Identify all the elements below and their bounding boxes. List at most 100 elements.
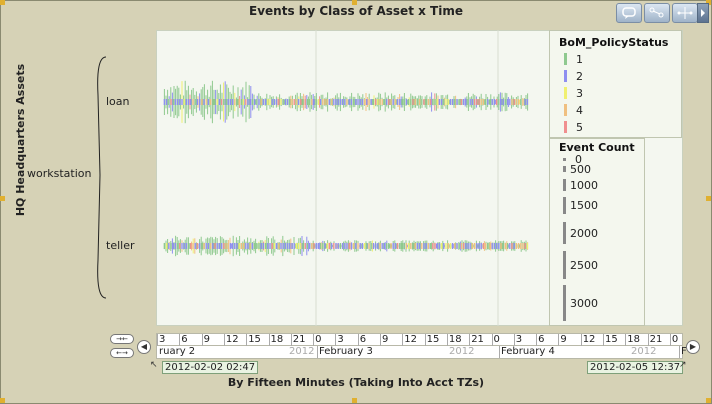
x-tick-line (223, 334, 225, 346)
x-tick-label: 0 (315, 334, 322, 345)
size-legend-mark (563, 285, 566, 321)
chart-title: Events by Class of Asset x Time (249, 4, 463, 18)
window-corner (0, 0, 5, 5)
y-category-label: loan (106, 95, 130, 108)
x-tick-label: 18 (448, 334, 462, 345)
x-tick-line (603, 334, 604, 346)
zoom-out-button[interactable]: ←→ (110, 348, 134, 358)
x-tick-label: 6 (359, 334, 367, 345)
x-tick-line (179, 334, 181, 346)
x-tick-label: 18 (270, 334, 284, 345)
size-legend-label: 1000 (570, 179, 598, 192)
legend-item-label: 1 (576, 53, 583, 66)
x-tick-line (669, 334, 671, 346)
scroll-right-button[interactable]: ▶ (686, 340, 700, 354)
size-legend-mark (563, 157, 566, 161)
x-tick-line (380, 334, 381, 346)
range-start-arrow-icon: ↖ (150, 360, 158, 370)
x-tick-label: 3 (159, 334, 166, 345)
x-tick-line (580, 334, 582, 346)
x-tick-label: 15 (248, 334, 261, 345)
x-day-label: ruary 2 (159, 346, 196, 357)
legend-swatch (564, 104, 567, 116)
x-tick-line (290, 334, 292, 346)
x-axis-hours: 3 6 9 12 15 18 21 0 3 6 9 12 15 18 21 0 3 6 9 12 15 18 21 0 (156, 333, 683, 346)
size-legend-label: 500 (570, 163, 591, 176)
x-year-label: 2012 (631, 346, 657, 357)
window-corner (352, 0, 357, 5)
y-category-label: teller (106, 239, 135, 252)
chart-marks (163, 30, 529, 326)
window-corner (0, 398, 5, 403)
x-tick-line (625, 334, 627, 346)
size-legend-mark (563, 222, 566, 244)
color-legend: BoM_PolicyStatus 1 2 3 4 5 (549, 30, 682, 138)
x-tick-line (357, 334, 359, 346)
legend-swatch (564, 53, 567, 65)
size-legend-mark (563, 196, 566, 214)
size-legend-label: 2000 (570, 227, 598, 240)
legend-item-label: 3 (576, 87, 583, 100)
range-start-label[interactable]: 2012-02-02 02:47 (162, 361, 259, 374)
legend-item-label: 4 (576, 104, 583, 117)
legend-swatch (564, 70, 567, 82)
x-year-label: 2012 (289, 346, 315, 357)
tree-button[interactable] (672, 3, 698, 23)
x-tick-label: 15 (605, 334, 618, 345)
x-tick-line (513, 334, 515, 346)
x-day-divider (679, 346, 680, 358)
share-icon (649, 7, 664, 18)
collapse-button[interactable] (697, 3, 709, 23)
x-day-label: February 4 (501, 346, 555, 357)
zoom-in-button[interactable]: →← (110, 334, 134, 344)
x-tick-line (558, 334, 560, 346)
tree-icon (677, 7, 693, 19)
window-corner (706, 0, 711, 5)
size-legend-label: 1500 (570, 199, 598, 212)
x-tick-line (201, 334, 203, 346)
share-button[interactable] (644, 3, 670, 23)
range-end-label[interactable]: 2012-02-05 12:37 (587, 361, 684, 374)
size-legend-title: Event Count (559, 141, 635, 154)
x-tick-line (268, 334, 270, 346)
range-end-arrow-icon: ↗ (679, 360, 687, 370)
color-legend-title: BoM_PolicyStatus (559, 36, 669, 49)
x-tick-label: 6 (181, 334, 188, 345)
comment-icon (622, 7, 636, 19)
x-day-label: February 3 (319, 346, 373, 357)
x-tick-line (536, 334, 538, 346)
x-tick-line (313, 334, 315, 346)
group-bracket (97, 56, 107, 299)
x-day-label: F (681, 346, 687, 357)
x-axis-days: ruary 2 2012 February 3 2012 February 4 2012 F (156, 346, 687, 359)
comment-button[interactable] (616, 3, 642, 23)
x-day-divider (317, 346, 318, 358)
legend-item-label: 2 (576, 70, 583, 83)
x-axis-label: By Fifteen Minutes (Taking Into Acct TZs… (227, 376, 485, 389)
x-tick-line (469, 334, 471, 346)
size-legend-label: 3000 (570, 297, 598, 310)
x-tick-line (335, 334, 337, 346)
x-tick-line (491, 334, 493, 346)
x-tick-label: 12 (404, 334, 418, 345)
x-tick-label: 3 (337, 334, 344, 345)
y-axis-label: HQ Headquarters Assets (14, 63, 27, 217)
x-tick-label: 9 (560, 334, 567, 345)
x-tick-line (157, 334, 158, 346)
x-tick-label: 21 (649, 334, 663, 345)
x-tick-line (446, 334, 448, 346)
x-tick-label: 21 (292, 334, 306, 345)
legend-swatch (564, 87, 567, 99)
x-tick-line (402, 334, 404, 346)
scroll-left-button[interactable]: ◀ (137, 340, 151, 354)
x-tick-label: 21 (471, 334, 484, 345)
x-tick-label: 6 (538, 334, 545, 345)
size-legend-label: 2500 (570, 259, 598, 272)
x-tick-label: 0 (671, 334, 679, 345)
collapse-arrow-icon (701, 9, 705, 17)
size-legend: Event Count 0 500 1000 1500 2000 2500 3000 (549, 138, 645, 326)
x-tick-label: 0 (493, 334, 500, 345)
x-tick-label: 12 (225, 334, 239, 345)
x-tick-label: 3 (515, 334, 523, 345)
x-tick-line (424, 334, 426, 346)
